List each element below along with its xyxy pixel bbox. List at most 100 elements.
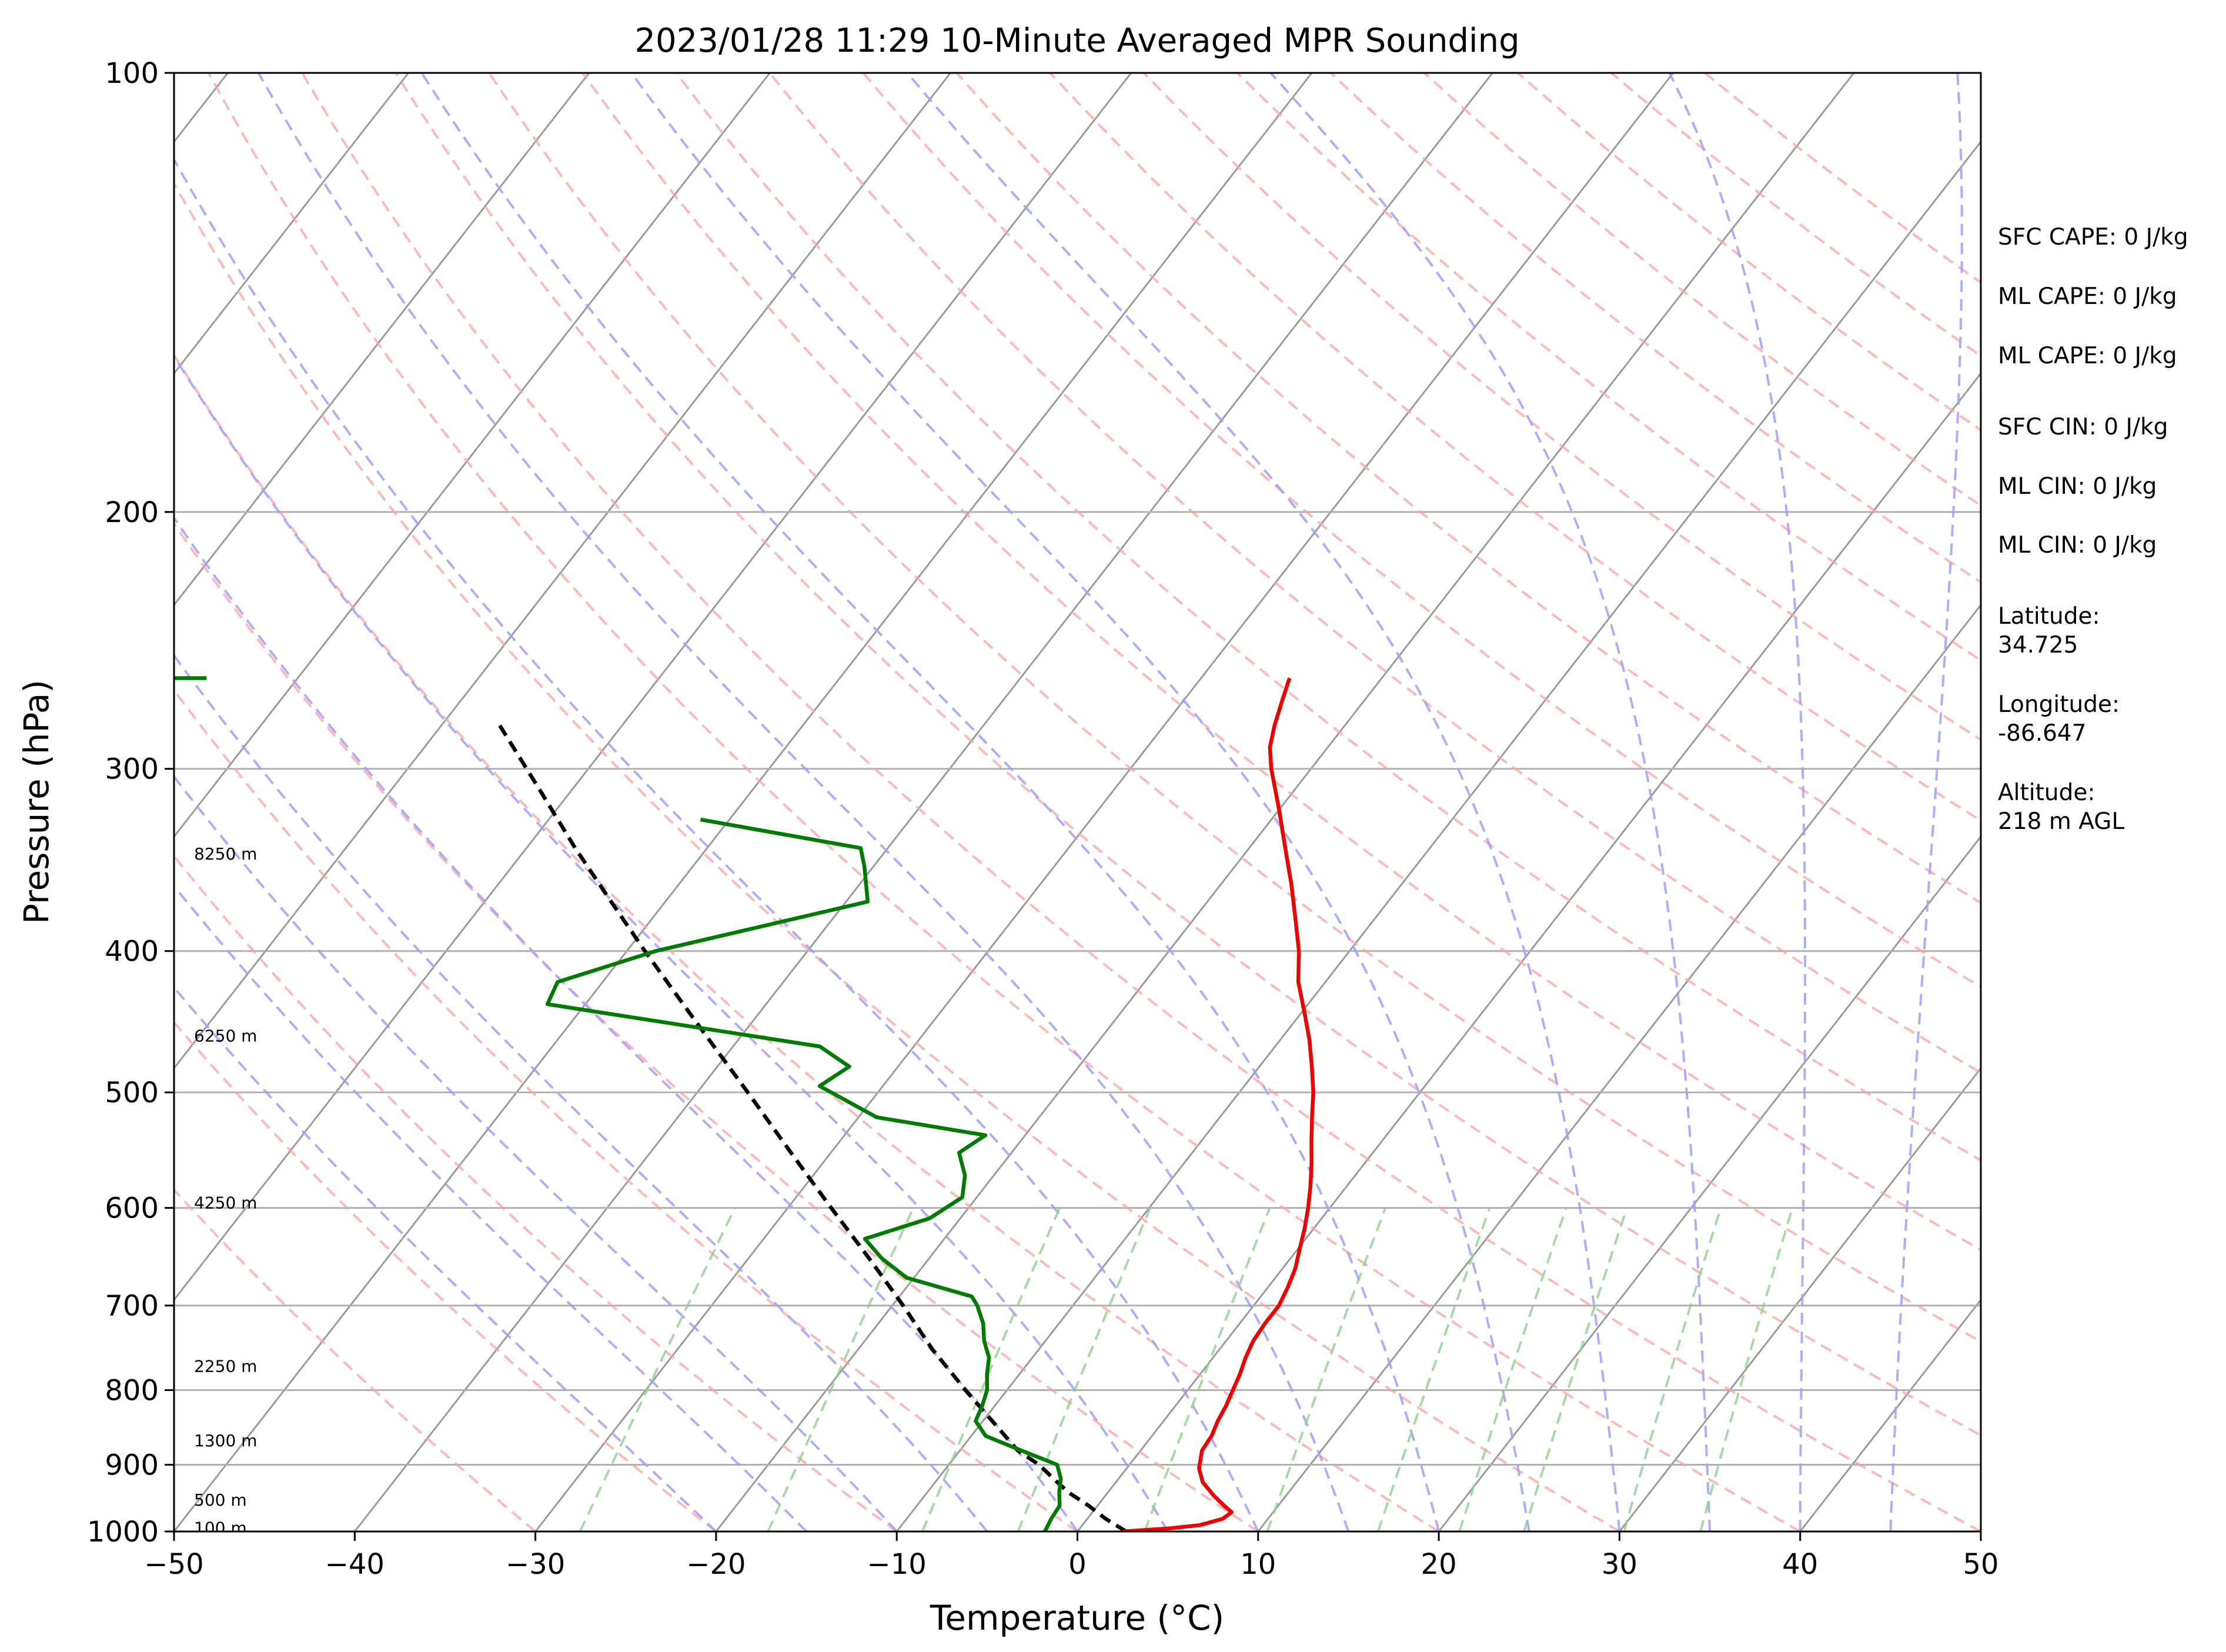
- chart-title: 2023/01/28 11:29 10-Minute Averaged MPR …: [634, 22, 1519, 60]
- isotherm-line: [174, 73, 1313, 1531]
- side-info-panel: SFC CAPE: 0 J/kg ML CAPE: 0 J/kg ML CAPE…: [1998, 224, 2188, 835]
- dry-adiabat-line: [1330, 73, 1981, 584]
- moist-adiabat-line: [174, 157, 1259, 1531]
- mixing-ratio-line: [1523, 1207, 1629, 1531]
- dry-adiabat-line: [174, 1188, 536, 1531]
- isotherm-line: [715, 73, 1855, 1531]
- ml-cin-text-2: ML CIN: 0 J/kg: [1998, 532, 2157, 559]
- dry-adiabat-line: [1423, 73, 1981, 507]
- moist-adiabat-line: [174, 985, 717, 1531]
- parcel-profile-line: [497, 724, 1128, 1531]
- moist-adiabat-line: [1269, 73, 1712, 1531]
- mixing-ratio-line: [579, 1207, 736, 1531]
- height-label: 100 m: [194, 1519, 247, 1538]
- moist-adiabat-line: [174, 354, 1169, 1531]
- altitude-value: 218 m AGL: [1998, 808, 2124, 835]
- temperature-line: [1122, 677, 1315, 1531]
- x-tick-label: −50: [144, 1548, 203, 1581]
- mixing-ratio-line: [921, 1207, 1061, 1531]
- isotherm-line: [896, 140, 1981, 1531]
- x-axis-ticks: −50 −40 −30 −20 −10 0 10 20 30 40 50: [144, 1531, 1999, 1581]
- ml-cape-text: ML CAPE: 0 J/kg: [1998, 283, 2177, 310]
- moist-adiabat-line: [1889, 73, 1963, 1531]
- isotherm-line: [174, 73, 1132, 1302]
- moist-adiabat-line: [257, 73, 1350, 1531]
- isotherm-lines: [174, 73, 1981, 1531]
- isotherm-line: [174, 73, 409, 375]
- isotherm-line: [174, 73, 590, 607]
- moist-adiabat-line: [906, 73, 1621, 1531]
- y-axis-label: Pressure (hPa): [16, 680, 56, 924]
- x-tick-label: 0: [1068, 1548, 1087, 1581]
- y-tick-label: 200: [105, 496, 159, 529]
- x-tick-label: 20: [1421, 1548, 1457, 1581]
- y-tick-label: 700: [105, 1290, 159, 1323]
- x-tick-label: −40: [325, 1548, 385, 1581]
- longitude-value: -86.647: [1998, 720, 2087, 747]
- isotherm-line: [174, 73, 771, 838]
- isotherm-line: [174, 73, 951, 1070]
- y-tick-label: 900: [105, 1449, 159, 1482]
- latitude-label: Latitude:: [1998, 603, 2100, 630]
- mixing-ratio-line: [1144, 1207, 1271, 1531]
- dry-adiabat-line: [768, 73, 1981, 1074]
- sfc-cin-text: SFC CIN: 0 J/kg: [1998, 414, 2168, 440]
- height-label: 8250 m: [194, 844, 257, 864]
- y-axis-ticks: 100 200 300 400 500 600 700 800 900 1000: [87, 57, 174, 1549]
- x-tick-label: −10: [867, 1548, 927, 1581]
- dry-adiabat-line: [174, 353, 1440, 1531]
- x-tick-label: −20: [686, 1548, 746, 1581]
- isotherm-line: [1077, 372, 1981, 1531]
- isotherm-line: [354, 73, 1493, 1531]
- dry-adiabat-line: [395, 73, 1981, 1437]
- y-tick-label: 1000: [87, 1516, 159, 1549]
- dewpoint-line: [545, 817, 1063, 1531]
- isotherm-line: [1438, 835, 1981, 1531]
- moist-adiabat-line: [174, 516, 1079, 1531]
- ml-cin-text: ML CIN: 0 J/kg: [1998, 473, 2157, 500]
- dry-adiabat-line: [1142, 73, 1981, 741]
- moist-adiabat-line: [630, 73, 1530, 1531]
- dry-adiabat-lines: [174, 73, 1981, 1531]
- sfc-cape-text: SFC CAPE: 0 J/kg: [1998, 224, 2188, 250]
- dry-adiabat-line: [174, 181, 1620, 1531]
- x-tick-label: 10: [1240, 1548, 1276, 1581]
- y-tick-label: 800: [105, 1375, 159, 1407]
- y-tick-label: 300: [105, 753, 159, 786]
- isotherm-line: [534, 73, 1674, 1531]
- dry-adiabat-line: [174, 521, 1259, 1531]
- mixing-ratio-line: [1458, 1207, 1567, 1531]
- dry-adiabat-line: [581, 73, 1981, 1252]
- y-tick-label: 600: [105, 1192, 159, 1225]
- longitude-label: Longitude:: [1998, 691, 2120, 718]
- mixing-ratio-lines: [579, 1207, 1794, 1531]
- height-label: 6250 m: [194, 1026, 257, 1045]
- dry-adiabat-line: [1049, 73, 1981, 822]
- moist-adiabat-line: [1668, 73, 1807, 1531]
- dry-adiabat-line: [1610, 73, 1981, 357]
- x-axis-label: Temperature (°C): [930, 1598, 1225, 1638]
- plot-frame: [173, 72, 1982, 1533]
- height-label: 2250 m: [194, 1356, 257, 1376]
- dry-adiabat-line: [174, 688, 1078, 1531]
- moist-adiabat-line: [174, 653, 988, 1531]
- isotherm-line: [1257, 603, 1981, 1531]
- dry-adiabat-line: [301, 73, 1981, 1531]
- height-label: 1300 m: [194, 1431, 257, 1450]
- height-label: 4250 m: [194, 1193, 257, 1213]
- dry-adiabat-line: [955, 73, 1981, 905]
- plot-area: 8250 m 6250 m 4250 m 2250 m 1300 m 500 m 100 m: [174, 73, 1981, 1538]
- x-tick-label: −30: [506, 1548, 565, 1581]
- y-tick-label: 100: [105, 57, 159, 90]
- height-label: 500 m: [194, 1490, 247, 1510]
- x-tick-label: 50: [1963, 1548, 1998, 1581]
- dry-adiabat-line: [488, 73, 1981, 1343]
- y-tick-label: 400: [105, 935, 159, 968]
- height-labels: 8250 m 6250 m 4250 m 2250 m 1300 m 500 m 100 m: [194, 844, 257, 1538]
- y-tick-label: 500: [105, 1076, 159, 1109]
- latitude-value: 34.725: [1998, 632, 2078, 658]
- dry-adiabat-line: [208, 73, 1801, 1531]
- mixing-ratio-line: [1623, 1208, 1722, 1531]
- moist-adiabat-line: [174, 774, 898, 1531]
